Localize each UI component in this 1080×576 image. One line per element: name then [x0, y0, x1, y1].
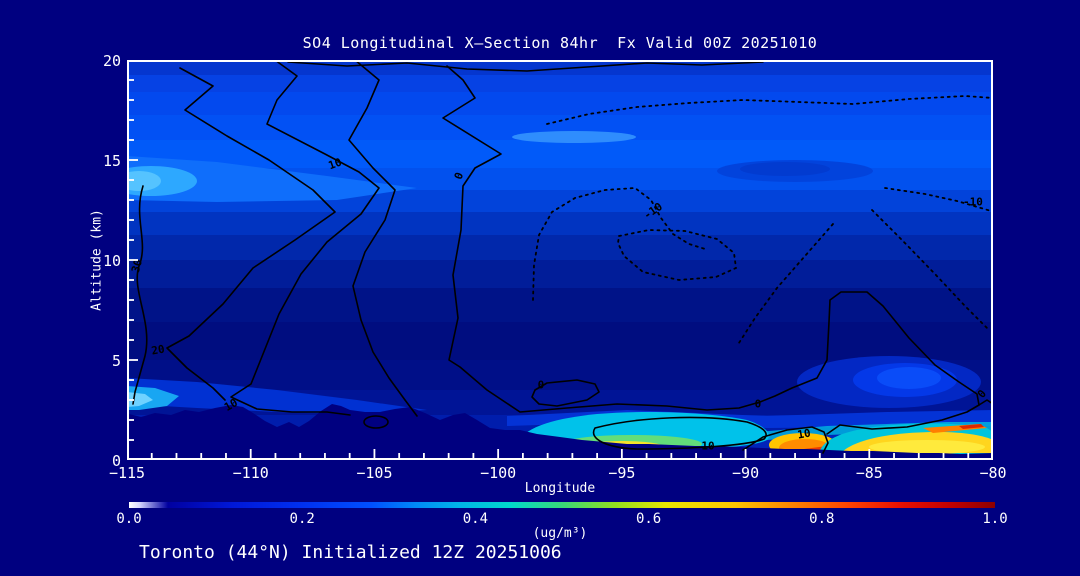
colorbar-tick-label: 0.4: [462, 511, 489, 527]
colorbar: [129, 502, 995, 508]
figure-caption: Toronto (44°N) Initialized 12Z 20251006: [139, 542, 562, 563]
y-tick-label: 0: [111, 452, 121, 470]
plume-east-red-bit: [959, 424, 984, 429]
colorbar-tick-label: 0.0: [116, 511, 142, 527]
contour-value-label: 10: [701, 439, 715, 453]
colorbar-tick-label: 0.6: [635, 511, 662, 527]
x-tick-label: −110: [232, 464, 269, 482]
terrain-silhouette: [127, 404, 993, 460]
colorbar-unit-label: (ug/m³): [532, 526, 588, 541]
solid-contours: [132, 60, 993, 454]
y-tick-label: 5: [111, 352, 121, 370]
contour-value-label: 0: [537, 378, 545, 392]
contour-value-label: -10: [963, 195, 983, 209]
dotted-contours: [532, 95, 993, 347]
plot-frame: [127, 60, 993, 460]
x-tick-label: −80: [979, 464, 1007, 482]
contour-value-label: 0: [754, 397, 762, 411]
x-tick-label: −100: [480, 464, 517, 482]
x-tick-label: −115: [108, 464, 146, 482]
x-tick-label: −90: [732, 464, 760, 482]
y-tick-label: 15: [102, 152, 121, 170]
cross-section-plot: 30 20 10 10 0 -10 -10 0 0 10 10 0: [127, 60, 993, 460]
x-tick-label: −95: [608, 464, 636, 482]
colorbar-tick-label: 1.0: [982, 511, 1008, 527]
filled-contour-field: [127, 60, 993, 460]
plume-east-bright: [869, 440, 985, 454]
x-axis-label: Longitude: [524, 481, 596, 496]
x-tick-label: −85: [855, 464, 883, 482]
plot-title: SO4 Longitudinal X—Section 84hr Fx Valid…: [302, 34, 818, 52]
x-tick-label: −105: [356, 464, 393, 482]
colorbar-tick-label: 0.8: [809, 511, 835, 527]
y-tick-label: 10: [102, 252, 121, 270]
y-tick-label: 20: [102, 52, 121, 70]
colorbar-tick-label: 0.2: [289, 511, 315, 527]
fill-field: [127, 60, 993, 460]
